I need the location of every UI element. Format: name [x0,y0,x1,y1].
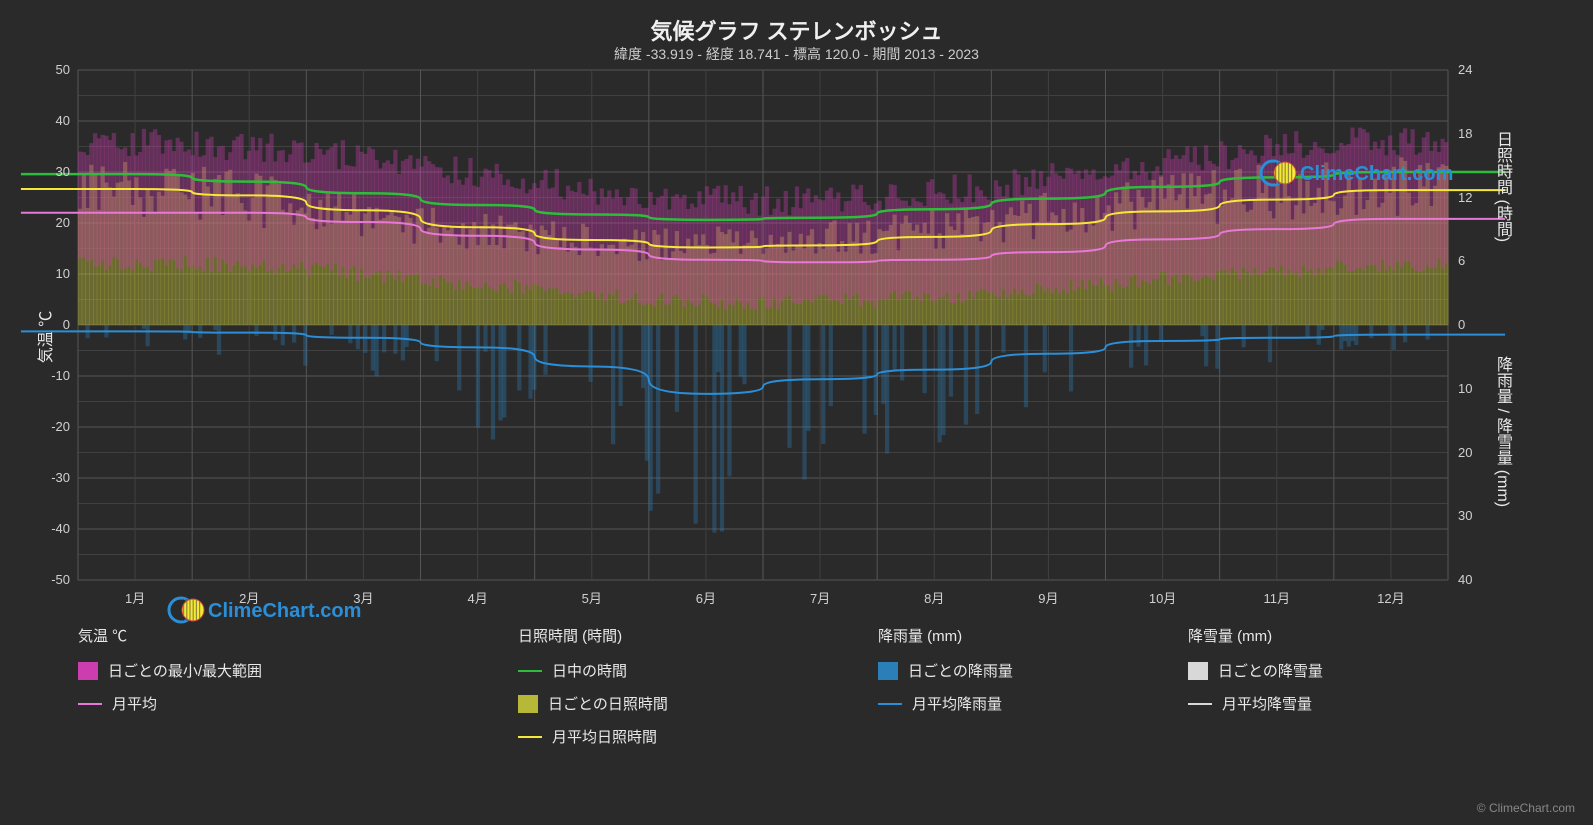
right-bottom-tick-label: 30 [1458,508,1472,523]
legend-label: 日ごとの降雨量 [908,660,1013,681]
legend-item: 月平均日照時間 [518,726,668,747]
legend-column: 日照時間 (時間) 日中の時間日ごとの日照時間月平均日照時間 [518,625,668,759]
legend-label: 月平均 [112,693,157,714]
legend-label: 月平均日照時間 [552,726,657,747]
legend-column: 気温 ℃ 日ごとの最小/最大範囲月平均 [78,625,262,726]
right-top-axis-title: 日照時間 (時間) [1490,131,1514,242]
chart-subtitle: 緯度 -33.919 - 経度 18.741 - 標高 120.0 - 期間 2… [0,44,1593,64]
legend-item: 月平均降雨量 [878,693,1013,714]
left-tick-label: 50 [20,62,70,77]
right-top-tick-label: 12 [1458,190,1472,205]
month-label: 1月 [125,588,145,607]
legend-label: 日ごとの最小/最大範囲 [108,660,262,681]
month-label: 11月 [1264,588,1291,607]
month-label: 9月 [1038,588,1058,607]
legend-item: 日ごとの降雨量 [878,660,1013,681]
left-tick-label: 30 [20,164,70,179]
watermark-text: ClimeChart.com [1300,163,1453,185]
legend-line-icon [78,703,102,705]
right-bottom-tick-label: 20 [1458,445,1472,460]
month-label: 7月 [810,588,830,607]
month-label: 10月 [1149,588,1176,607]
legend-header: 降雨量 (mm) [878,625,1013,646]
left-tick-label: 0 [20,317,70,332]
legend-label: 日ごとの日照時間 [548,693,668,714]
left-tick-label: -10 [20,368,70,383]
legend-label: 月平均降雨量 [912,693,1002,714]
legend-label: 月平均降雪量 [1222,693,1312,714]
legend-column: 降雪量 (mm) 日ごとの降雪量月平均降雪量 [1188,625,1323,726]
legend-line-icon [1188,703,1212,705]
legend-line-icon [518,670,542,672]
right-bottom-tick-label: 10 [1458,381,1472,396]
left-tick-label: -30 [20,470,70,485]
legend-column: 降雨量 (mm) 日ごとの降雨量月平均降雨量 [878,625,1013,726]
right-top-tick-label: 0 [1458,317,1465,332]
legend-item: 日中の時間 [518,660,668,681]
legend-swatch [518,695,538,713]
legend-item: 日ごとの降雪量 [1188,660,1323,681]
month-label: 4月 [467,588,487,607]
legend-item: 日ごとの最小/最大範囲 [78,660,262,681]
legend-swatch [1188,662,1208,680]
left-tick-label: 20 [20,215,70,230]
legend-item: 月平均 [78,693,262,714]
plot-area: ClimeChart.comClimeChart.com [78,70,1448,580]
legend-line-icon [518,736,542,738]
footer-attribution: © ClimeChart.com [1477,801,1575,815]
legend: 気温 ℃ 日ごとの最小/最大範囲月平均 日照時間 (時間) 日中の時間日ごとの日照時間… [78,625,1448,785]
plot-svg: ClimeChart.comClimeChart.com [78,70,1448,580]
right-bottom-tick-label: 40 [1458,572,1472,587]
right-top-tick-label: 18 [1458,126,1472,141]
left-tick-label: 10 [20,266,70,281]
legend-line-icon [878,703,902,705]
legend-header: 降雪量 (mm) [1188,625,1323,646]
climate-chart: 気候グラフ ステレンボッシュ 緯度 -33.919 - 経度 18.741 - … [0,0,1593,825]
left-tick-label: 40 [20,113,70,128]
left-tick-label: -20 [20,419,70,434]
month-label: 5月 [582,588,602,607]
left-tick-label: -40 [20,521,70,536]
chart-title: 気候グラフ ステレンボッシュ [0,14,1593,46]
legend-header: 日照時間 (時間) [518,625,668,646]
month-label: 3月 [353,588,373,607]
legend-swatch [878,662,898,680]
watermark-text: ClimeChart.com [208,600,361,622]
month-label: 8月 [924,588,944,607]
legend-swatch [78,662,98,680]
right-bottom-axis-title: 降雨量 / 降雪量 (mm) [1490,356,1514,507]
legend-label: 日ごとの降雪量 [1218,660,1323,681]
legend-item: 月平均降雪量 [1188,693,1323,714]
right-top-tick-label: 6 [1458,253,1465,268]
legend-label: 日中の時間 [552,660,627,681]
left-tick-label: -50 [20,572,70,587]
right-top-tick-label: 24 [1458,62,1472,77]
month-label: 12月 [1377,588,1404,607]
month-label: 6月 [696,588,716,607]
legend-header: 気温 ℃ [78,625,262,646]
month-label: 2月 [239,588,259,607]
legend-item: 日ごとの日照時間 [518,693,668,714]
